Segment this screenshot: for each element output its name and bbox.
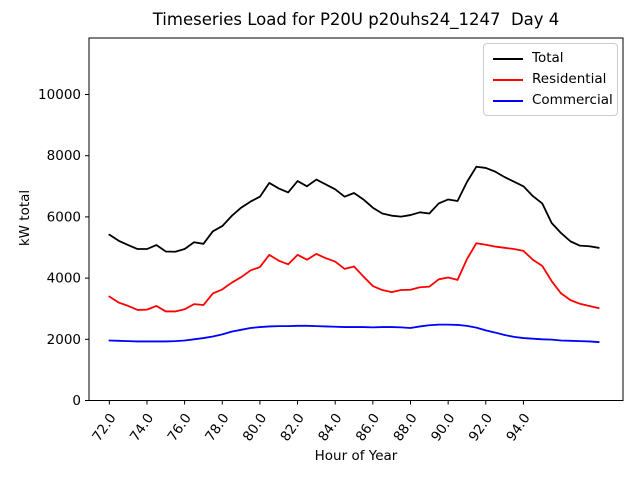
y-tick-label: 4000 [47, 271, 81, 287]
x-tick-label: 90.0 [428, 411, 458, 445]
series-line-total [108, 165, 600, 253]
x-tick-label: 72.0 [89, 411, 119, 445]
x-tick-label: 76.0 [165, 411, 195, 445]
x-axis-label: Hour of Year [314, 448, 398, 464]
x-tick-label: 92.0 [466, 411, 496, 445]
x-tick-label: 82.0 [277, 411, 307, 445]
legend: Total Residential Commercial [483, 43, 618, 116]
x-tick-label: 86.0 [353, 411, 383, 445]
y-tick-label: 2000 [47, 332, 81, 348]
y-tick-label: 0 [72, 393, 81, 409]
legend-line-sample-total [493, 57, 523, 60]
y-tick-label: 10000 [38, 87, 81, 103]
x-tick-label: 84.0 [315, 411, 345, 445]
legend-entry-commercial: Commercial [493, 92, 613, 109]
legend-label-residential: Residential [532, 71, 607, 87]
x-tick-label: 88.0 [390, 411, 420, 445]
legend-label-total: Total [532, 50, 564, 66]
x-tick-label: 94.0 [503, 411, 533, 445]
chart-title: Timeseries Load for P20U p20uhs24_1247 D… [152, 10, 560, 29]
x-tick-label: 74.0 [127, 411, 157, 445]
legend-line-sample-commercial [493, 99, 523, 102]
legend-entry-residential: Residential [493, 71, 608, 88]
y-tick-label: 8000 [47, 148, 81, 164]
x-tick-label: 80.0 [240, 411, 270, 445]
legend-label-commercial: Commercial [532, 92, 613, 108]
series-line-residential [108, 242, 600, 313]
legend-line-sample-residential [493, 78, 523, 81]
axes-frame [88, 37, 624, 401]
y-axis-label: kW total [17, 189, 33, 247]
y-tick-label: 6000 [47, 209, 81, 225]
x-tick-label: 78.0 [202, 411, 232, 445]
series-line-commercial [108, 323, 600, 343]
legend-entry-total: Total [493, 50, 608, 67]
